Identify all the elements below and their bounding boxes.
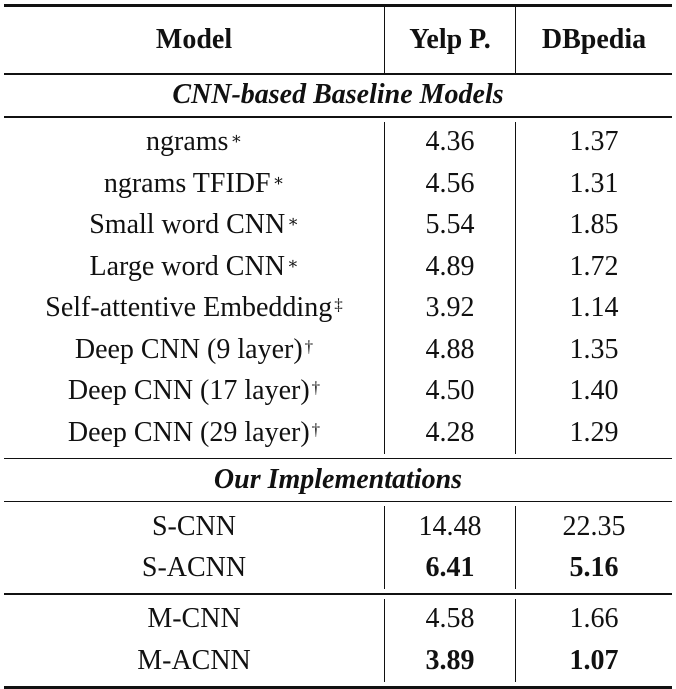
footnote-mark: ∗ [287, 212, 299, 232]
header-yelp: Yelp P. [385, 7, 516, 73]
yelp-value: 4.58 [385, 598, 516, 640]
model-name: M-CNN [147, 603, 241, 635]
yelp-value: 6.41 [385, 547, 516, 589]
table-row: M-ACNN 3.89 1.07 [4, 640, 672, 682]
dbpedia-value: 1.85 [569, 209, 619, 241]
yelp-value: 4.28 [385, 412, 516, 454]
model-name: Deep CNN (29 layer) [67, 416, 310, 448]
yelp-value: 14.48 [385, 506, 516, 548]
model-cell: ngrams TFIDF ∗ [4, 163, 385, 205]
yelp-value: 4.89 [385, 246, 516, 288]
baseline-end-rule [4, 457, 672, 459]
table-row: Deep CNN (9 layer) † 4.88 1.35 [4, 329, 672, 371]
bottom-rule [4, 685, 672, 689]
yelp-value: 5.54 [385, 204, 516, 246]
dbpedia-value: 1.40 [569, 375, 619, 407]
model-name: Small word CNN [89, 209, 286, 241]
section-baseline-title: CNN-based Baseline Models [172, 79, 504, 111]
section-rule [4, 116, 672, 118]
ours-rule [4, 500, 672, 502]
baseline-body: ngrams ∗ 4.36 1.37 ngrams TFIDF ∗ 4.56 1.31 Smal… [4, 118, 672, 458]
dbpedia-value: 1.07 [569, 644, 619, 676]
model-name: Self-attentive Embedding [45, 292, 333, 324]
dbpedia-value: 1.66 [569, 603, 619, 635]
table-row: S-ACNN 6.41 5.16 [4, 547, 672, 589]
dbpedia-value: 1.72 [569, 250, 619, 282]
model-cell: Deep CNN (29 layer) † [4, 412, 385, 454]
dbpedia-value: 1.31 [569, 167, 619, 199]
model-name: S-CNN [151, 510, 236, 542]
footnote-mark: ∗ [272, 170, 285, 190]
section-ours-title: Our Implementations [213, 463, 463, 495]
model-name: Deep CNN (17 layer) [67, 375, 310, 407]
model-cell: Small word CNN ∗ [4, 204, 385, 246]
table-row: ngrams TFIDF ∗ 4.56 1.31 [4, 163, 672, 205]
header-dbpedia: DBpedia [541, 24, 647, 55]
model-cell: M-CNN [4, 598, 385, 640]
table-row: Self-attentive Embedding ‡ 3.92 1.14 [4, 287, 672, 329]
dbpedia-value: 22.35 [562, 510, 626, 542]
yelp-value: 4.50 [385, 370, 516, 412]
top-rule [4, 4, 672, 7]
table-row: S-CNN 14.48 22.35 [4, 506, 672, 548]
model-cell: M-ACNN [4, 640, 385, 682]
footnote-mark: ∗ [230, 129, 242, 149]
model-cell: S-ACNN [4, 547, 385, 589]
yelp-value: 4.88 [385, 329, 516, 371]
table-row: Large word CNN ∗ 4.89 1.72 [4, 246, 672, 288]
model-name: Deep CNN (9 layer) [74, 333, 303, 365]
footnote-mark: † [311, 378, 321, 398]
dbpedia-value: 5.16 [569, 552, 619, 584]
yelp-value: 3.92 [385, 287, 516, 329]
table-row: Deep CNN (29 layer) † 4.28 1.29 [4, 412, 672, 454]
footnote-mark: † [304, 336, 314, 356]
model-name: Large word CNN [89, 250, 285, 282]
yelp-value: 3.89 [385, 640, 516, 682]
ours-group-single: S-CNN 14.48 22.35 S-ACNN 6.41 5.16 [4, 502, 672, 593]
model-cell: Deep CNN (9 layer) † [4, 329, 385, 371]
dbpedia-value: 1.29 [569, 416, 619, 448]
dbpedia-value: 1.35 [569, 333, 619, 365]
table-row: Deep CNN (17 layer) † 4.50 1.40 [4, 370, 672, 412]
table-row: ngrams ∗ 4.36 1.37 [4, 121, 672, 163]
model-cell: ngrams ∗ [4, 121, 385, 163]
table-row: Small word CNN ∗ 5.54 1.85 [4, 204, 672, 246]
model-name: ngrams [146, 126, 229, 158]
header-rule [4, 73, 672, 75]
model-cell: S-CNN [4, 506, 385, 548]
header-row: Model Yelp P. DBpedia [4, 7, 672, 73]
footnote-mark: ‡ [334, 295, 343, 315]
model-name: M-ACNN [137, 644, 251, 676]
model-cell: Large word CNN ∗ [4, 246, 385, 288]
header-model: Model [4, 7, 385, 73]
dbpedia-value: 1.37 [569, 126, 619, 158]
table-row: M-CNN 4.58 1.66 [4, 598, 672, 640]
dbpedia-value: 1.14 [569, 292, 619, 324]
model-name: ngrams TFIDF [103, 167, 271, 199]
footnote-mark: ∗ [286, 253, 299, 273]
model-name: S-ACNN [141, 552, 247, 584]
footnote-mark: † [311, 419, 321, 439]
results-table: Model Yelp P. DBpedia CNN-based Baseline… [4, 4, 672, 689]
yelp-value: 4.56 [385, 163, 516, 205]
model-cell: Deep CNN (17 layer) † [4, 370, 385, 412]
yelp-value: 4.36 [385, 121, 516, 163]
model-cell: Self-attentive Embedding ‡ [4, 287, 385, 329]
group-divider-rule [4, 593, 672, 595]
ours-group-multi: M-CNN 4.58 1.66 M-ACNN 3.89 1.07 [4, 595, 672, 686]
